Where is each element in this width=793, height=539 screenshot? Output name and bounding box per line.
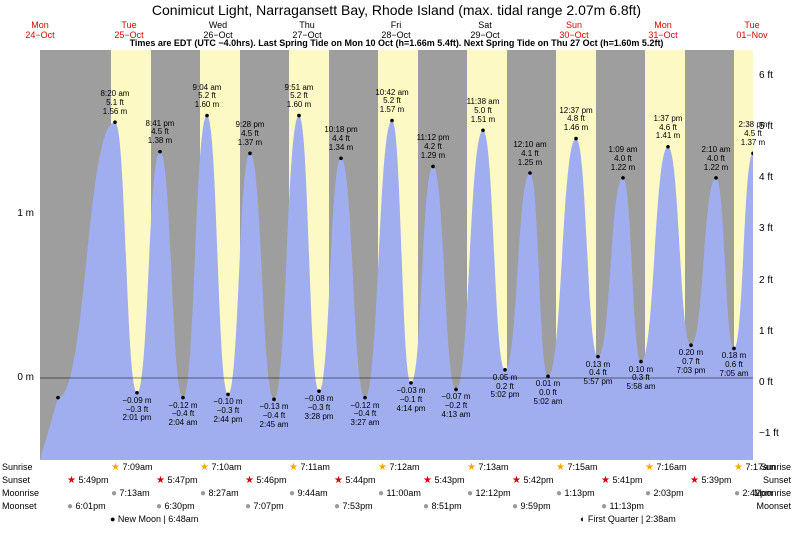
chart-title: Conimicut Light, Narragansett Bay, Rhode… (0, 2, 793, 18)
date-label: Mon31−Oct (648, 20, 677, 40)
plot-area: 8:20 am5.1 ft1.56 m −0.09 m−0.3 ft2:01 pm… (40, 50, 753, 460)
tide-label: −0.12 m−0.4 ft2:04 am (168, 402, 197, 428)
ytick-right: 3 ft (759, 223, 773, 234)
yaxis-left: 0 m 1 m (0, 50, 38, 460)
date-label: Sun30−Oct (559, 20, 588, 40)
tide-label: −0.09 m−0.3 ft2:01 pm (122, 397, 151, 423)
tide-label: 0.13 m0.4 ft5:57 pm (584, 361, 613, 387)
sun-value: ● 9:44am (289, 488, 328, 499)
tide-label: 0.01 m0.0 ft5:02 am (534, 380, 563, 406)
ytick-right: 4 ft (759, 172, 773, 183)
tide-label: 0.05 m0.2 ft5:02 pm (491, 374, 520, 400)
date-label: Tue01−Nov (736, 20, 767, 40)
sun-value: ★ 7:13am (467, 462, 509, 473)
sun-value: ● 8:27am (200, 488, 239, 499)
sun-value: ★ 7:16am (645, 462, 687, 473)
tide-label: −0.07 m−0.2 ft4:13 am (441, 393, 470, 419)
sun-value: ● 12:12pm (467, 488, 511, 499)
ytick-left: 1 m (17, 208, 34, 219)
tide-label: 8:20 am5.1 ft1.56 m (101, 90, 130, 116)
sun-value: ● 11:13pm (601, 501, 644, 512)
tide-label: −0.08 m−0.3 ft3:28 pm (304, 395, 333, 421)
sun-value: ● 7:53pm (334, 501, 373, 512)
tide-label: −0.10 m−0.3 ft2:44 pm (213, 398, 242, 424)
tide-label: 11:12 pm4.2 ft1.29 m (417, 134, 450, 160)
sun-value: ● 1:13pm (556, 488, 595, 499)
sun-row-label-left: Sunrise (2, 462, 33, 472)
sun-value: ● 6:01pm (67, 501, 106, 512)
sun-value: ● 11:00am (378, 488, 421, 499)
sun-value: ★ 7:12am (378, 462, 420, 473)
tide-label: 10:18 pm4.4 ft1.34 m (324, 126, 357, 152)
tide-label: −0.13 m−0.4 ft2:45 am (259, 403, 288, 429)
sun-row-label-right: Sunset (763, 475, 791, 485)
tide-label: 1:09 am4.0 ft1.22 m (609, 146, 638, 172)
tide-label: 1:37 pm4.6 ft1.41 m (654, 115, 683, 141)
new-moon: ● New Moon | 6:48am (110, 514, 198, 524)
sun-value: ● 2:03pm (645, 488, 684, 499)
sun-value: ★ 5:46pm (245, 475, 287, 486)
ytick-right: 6 ft (759, 70, 773, 81)
sun-value: ● 7:07pm (245, 501, 284, 512)
tide-label: 2:10 am4.0 ft1.22 m (702, 146, 731, 172)
tide-label: 9:04 am5.2 ft1.60 m (193, 84, 222, 110)
date-label: Sat29−Oct (470, 20, 499, 40)
ytick-right: −1 ft (759, 428, 779, 439)
tide-label: 9:28 pm4.5 ft1.37 m (236, 121, 265, 147)
ytick-right: 2 ft (759, 275, 773, 286)
date-label: Wed26−Oct (203, 20, 232, 40)
tide-label: −0.12 m−0.4 ft3:27 am (350, 402, 379, 428)
date-label: Mon24−Oct (25, 20, 54, 40)
tide-label: −0.03 m−0.1 ft4:14 pm (396, 387, 425, 413)
sun-value: ● 9:59pm (512, 501, 551, 512)
first-quarter: ◐ First Quarter | 2:38am (580, 514, 676, 524)
sun-value: ★ 5:41pm (601, 475, 643, 486)
date-label: Thu27−Oct (292, 20, 321, 40)
sun-value: ★ 5:47pm (156, 475, 198, 486)
tide-label: 0.10 m0.3 ft5:58 am (627, 366, 656, 392)
sun-row-label-left: Sunset (2, 475, 30, 485)
sun-value: ● 6:30pm (156, 501, 195, 512)
sun-value: ★ 7:09am (111, 462, 153, 473)
yaxis-right: −1 ft 0 ft 1 ft 2 ft 3 ft 4 ft 5 ft 6 ft (755, 50, 793, 460)
sun-value: ● 7:13am (111, 488, 150, 499)
sun-value: ★ 5:44pm (334, 475, 376, 486)
sun-row-label-left: Moonrise (2, 488, 39, 498)
sun-value: ● 2:42pm (734, 488, 773, 499)
sun-row-label-left: Moonset (2, 501, 37, 511)
ytick-right: 0 ft (759, 377, 773, 388)
sun-value: ★ 5:49pm (67, 475, 109, 486)
tide-label: 11:38 am5.0 ft1.51 m (467, 98, 500, 124)
tide-label: 12:10 am4.1 ft1.25 m (513, 141, 546, 167)
sun-value: ★ 7:17am (734, 462, 776, 473)
tide-label: 12:37 pm4.8 ft1.46 m (559, 107, 592, 133)
ytick-right: 5 ft (759, 121, 773, 132)
tide-label: 0.18 m0.6 ft7:05 am (720, 352, 749, 378)
sun-value: ★ 7:15am (556, 462, 598, 473)
ytick-left: 0 m (17, 372, 34, 383)
date-label: Tue25−Oct (114, 20, 143, 40)
sun-value: ★ 7:10am (200, 462, 242, 473)
ytick-right: 1 ft (759, 326, 773, 337)
tide-label: 0.20 m0.7 ft7:03 pm (677, 349, 706, 375)
sun-value: ★ 5:39pm (690, 475, 732, 486)
date-label: Fri28−Oct (381, 20, 410, 40)
sun-value: ★ 5:42pm (512, 475, 554, 486)
tide-label: 10:42 am5.2 ft1.57 m (375, 89, 408, 115)
tide-label: 8:41 pm4.5 ft1.38 m (146, 120, 175, 146)
tide-label: 9:51 am5.2 ft1.60 m (285, 84, 314, 110)
sun-row-label-right: Moonset (756, 501, 791, 511)
sun-value: ● 8:51pm (423, 501, 462, 512)
sun-value: ★ 7:11am (289, 462, 330, 473)
sun-value: ★ 5:43pm (423, 475, 465, 486)
